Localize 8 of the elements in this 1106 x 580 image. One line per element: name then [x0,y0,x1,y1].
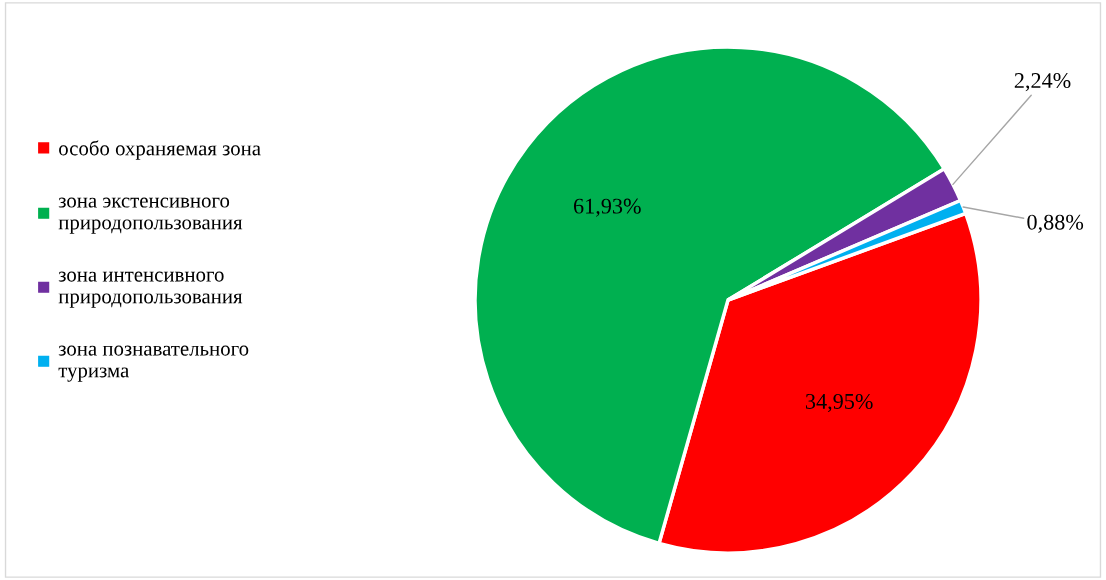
data-label: 61,93% [573,198,641,217]
legend-label: зона познавательного туризма [58,345,249,382]
legend-label: особо охраняемая зона [59,140,261,160]
legend-label: зона экстенсивного природопользования [58,197,243,234]
legend-label: зона интенсивного природопользования [58,271,243,308]
data-label: 0,88% [1027,214,1084,233]
data-label: 2,24% [1014,73,1071,92]
data-label: 34,95% [805,393,873,413]
